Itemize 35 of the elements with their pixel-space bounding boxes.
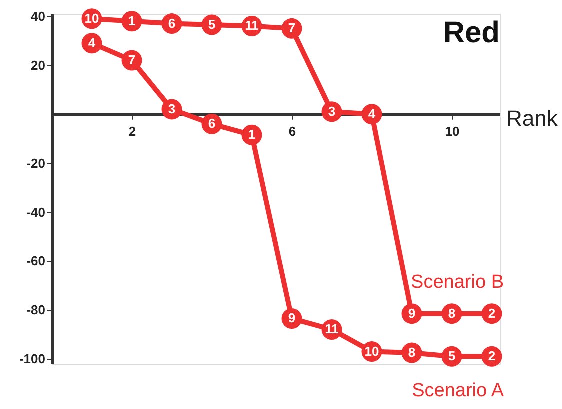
- series-label: Scenario B: [411, 272, 504, 293]
- y-tick-label: -20: [26, 156, 46, 171]
- annotation: 8: [448, 306, 456, 321]
- annotation: 10: [364, 344, 380, 359]
- series-label: Scenario A: [412, 380, 504, 402]
- annotation: 4: [88, 35, 96, 50]
- annotation: 2: [488, 306, 496, 321]
- chart-title: Red: [443, 16, 500, 50]
- annotation: 1: [248, 127, 256, 142]
- y-tick-label: 40: [31, 8, 46, 24]
- x-tick-label: 2: [128, 124, 136, 139]
- annotation: 11: [325, 322, 339, 337]
- annotation: 8: [408, 344, 416, 360]
- y-tick-label: -40: [26, 204, 46, 220]
- annotation: 7: [288, 20, 296, 36]
- annotation: 6: [168, 16, 176, 31]
- annotation: 5: [448, 348, 456, 364]
- annotation: 3: [168, 101, 176, 116]
- y-tick-label: -60: [26, 254, 46, 269]
- annotation: 4: [368, 106, 376, 122]
- y-tick-label: 20: [31, 58, 46, 73]
- annotation: 9: [408, 306, 416, 321]
- annotation: 11: [245, 18, 259, 34]
- y-tick-label: -80: [26, 302, 46, 318]
- annotation: 1: [128, 13, 136, 28]
- y-tick-label: -100: [19, 352, 46, 367]
- annotation: 2: [488, 348, 496, 364]
- annotation: 5: [208, 17, 216, 32]
- annotation: 7: [128, 52, 136, 68]
- x-tick-label: 6: [288, 124, 296, 139]
- annotation: 10: [84, 10, 100, 26]
- annotation: 3: [328, 104, 336, 119]
- annotation: 9: [288, 310, 296, 326]
- x-axis-title: Rank: [506, 106, 559, 131]
- x-tick-label: 10: [445, 124, 460, 139]
